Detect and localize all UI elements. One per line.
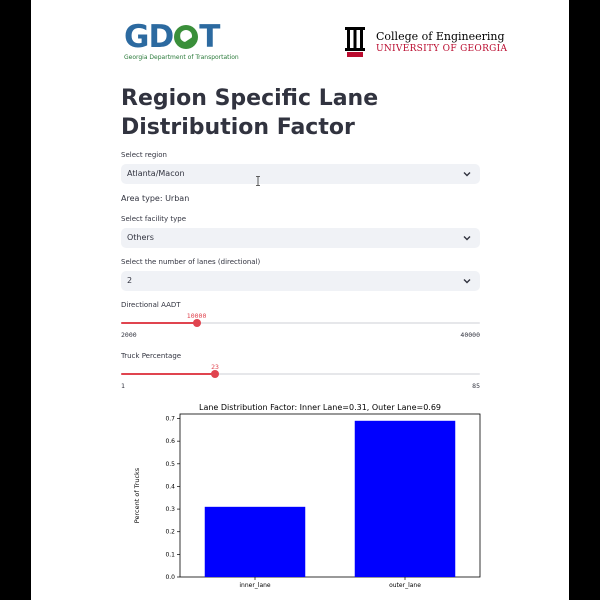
aadt-slider-max: 40000 [460,331,480,339]
facility-select-value: Others [127,233,154,242]
x-tick-label: inner_lane [239,582,271,589]
aadt-slider-value: 10000 [186,312,207,320]
lane-distribution-chart: Lane Distribution Factor: Inner Lane=0.3… [133,403,481,589]
gdot-logo: GD T Georgia Department of Transportation [124,19,239,62]
gdot-mark: GD T [124,19,220,55]
truck-slider-track[interactable] [121,370,480,378]
chevron-down-icon [463,172,471,177]
aadt-slider-min: 2000 [121,331,137,339]
y-tick-label: 0.1 [165,551,175,558]
chart-title: Lane Distribution Factor: Inner Lane=0.3… [199,403,441,412]
truck-slider-thumb[interactable] [211,370,220,378]
region-label: Select region [121,151,167,159]
y-tick-label: 0.0 [165,574,175,581]
lanes-label: Select the number of lanes (directional) [121,258,261,266]
uga-arch-icon [345,27,365,57]
aadt-slider-thumb[interactable] [192,319,201,327]
lanes-select[interactable]: 2 [121,271,480,291]
chevron-down-icon [463,279,471,284]
chevron-down-icon [463,236,471,241]
x-tick-label: outer_lane [389,582,421,589]
y-tick-label: 0.4 [165,483,175,490]
chart-plot-frame [179,413,481,578]
page-title: Region Specific Lane Distribution Factor [121,86,379,140]
aadt-slider-fill [121,322,197,324]
uga-college-text: College of Engineering [376,30,505,43]
y-tick-label: 0.3 [165,506,175,513]
area-type-text: Area type: Urban [121,194,190,203]
uga-university-text: UNIVERSITY OF GEORGIA [376,44,508,54]
bar-outer-lane [354,420,456,577]
y-tick-label: 0.7 [165,416,175,423]
text-cursor-icon [256,176,260,186]
facility-select[interactable]: Others [121,228,480,248]
header-logos: GD T Georgia Department of Transportation… [31,18,569,68]
truck-slider-value: 23 [211,363,219,371]
truck-slider-max: 85 [472,382,480,390]
lanes-select-value: 2 [127,276,133,285]
aadt-slider-track[interactable] [121,319,480,327]
y-tick-label: 0.2 [165,529,175,536]
aadt-label: Directional AADT [121,301,181,309]
truck-label: Truck Percentage [121,352,182,360]
y-tick-label: 0.5 [165,461,175,468]
chart-ylabel: Percent of Trucks [133,467,141,523]
region-select-value: Atlanta/Macon [127,169,185,178]
gdot-subtitle: Georgia Department of Transportation [124,54,239,61]
bar-inner-lane [204,506,306,577]
y-tick-label: 0.6 [165,438,175,445]
uga-logo: College of Engineering UNIVERSITY OF GEO… [344,24,524,64]
facility-label: Select facility type [121,215,187,223]
region-select[interactable]: Atlanta/Macon [121,164,480,184]
app-page: GD T Georgia Department of Transportation… [31,0,569,600]
truck-slider-fill [121,373,216,375]
truck-slider-min: 1 [121,382,125,390]
